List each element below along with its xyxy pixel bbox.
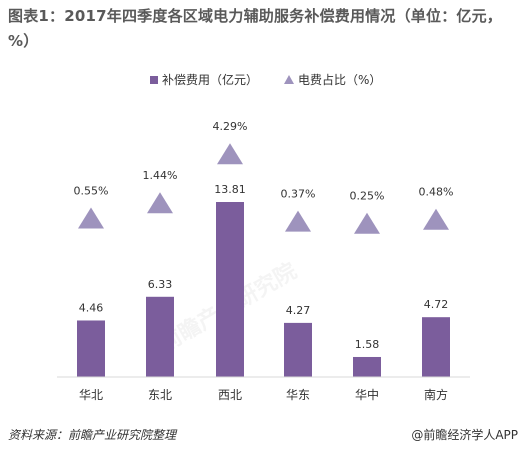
bar-value-label: 1.58 — [355, 338, 380, 351]
share-marker-华中 — [354, 212, 380, 234]
share-value-label: 0.55% — [74, 185, 109, 198]
x-tick-label: 华北 — [79, 388, 103, 402]
bar-华东 — [284, 322, 312, 377]
bar-value-label: 13.81 — [214, 183, 246, 196]
share-marker-南方 — [423, 208, 449, 230]
bar-东北 — [146, 296, 174, 377]
bar-西北 — [216, 202, 244, 377]
legend-swatch-bar — [150, 75, 158, 84]
legend-swatch-marker — [284, 75, 294, 84]
source-note: 资料来源：前瞻产业研究院整理 — [8, 428, 177, 442]
legend-label-marker: 电费占比（%） — [298, 73, 382, 87]
brand-credit: @前瞻经济学人APP — [411, 428, 518, 442]
bar-value-label: 6.33 — [148, 278, 173, 291]
bar-value-label: 4.27 — [286, 304, 311, 317]
x-tick-label: 东北 — [148, 388, 172, 402]
share-value-label: 1.44% — [143, 169, 178, 182]
share-value-label: 0.25% — [350, 190, 385, 203]
bar-value-label: 4.72 — [424, 298, 449, 311]
x-tick-label: 南方 — [424, 387, 448, 402]
share-marker-西北 — [217, 143, 243, 165]
share-marker-东北 — [147, 192, 173, 214]
x-tick-label: 华中 — [355, 387, 379, 402]
bar-华中 — [353, 356, 381, 377]
share-marker-华东 — [285, 210, 311, 232]
legend-label-bar: 补偿费用（亿元） — [162, 73, 259, 87]
chart-title: 图表1：2017年四季度各区域电力辅助服务补偿费用情况（单位：亿元，%） — [8, 7, 502, 50]
share-value-label: 4.29% — [213, 120, 248, 133]
legend-item-bar: 补偿费用（亿元） — [150, 71, 258, 88]
x-tick-label: 华东 — [286, 388, 310, 402]
share-value-label: 0.48% — [419, 186, 454, 199]
share-marker-华北 — [78, 207, 104, 229]
legend: 补偿费用（亿元） 电费占比（%） — [0, 71, 526, 91]
bar-南方 — [422, 317, 450, 377]
share-value-label: 0.37% — [281, 188, 316, 201]
bar-value-label: 4.46 — [79, 301, 104, 314]
legend-item-marker: 电费占比（%） — [284, 71, 381, 88]
bar-华北 — [77, 320, 105, 377]
x-tick-label: 西北 — [218, 388, 242, 402]
